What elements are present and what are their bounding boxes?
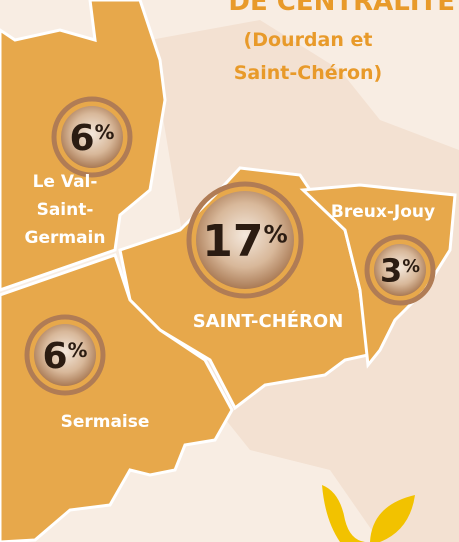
value-disc xyxy=(196,191,294,289)
value-unit: % xyxy=(95,121,115,144)
region-name: SAINT-CHÉRON xyxy=(193,310,344,332)
value-number: 6 xyxy=(43,336,68,377)
title: DE CENTRALITÉ xyxy=(228,0,455,17)
value-disc xyxy=(34,324,96,386)
value-label: 6% xyxy=(43,336,88,377)
region-name: Le Val- xyxy=(33,172,98,192)
value-ring xyxy=(186,181,304,299)
value-label: 17% xyxy=(202,216,287,267)
value-label: 6% xyxy=(70,118,115,159)
region-name: Breux-Jouy xyxy=(331,202,435,222)
subtitle-line: Saint-Chéron) xyxy=(234,62,383,84)
value-unit: % xyxy=(263,221,287,249)
value-number: 17 xyxy=(202,216,263,267)
value-unit: % xyxy=(68,339,88,362)
region-name: Germain xyxy=(25,228,106,248)
region-name: Saint- xyxy=(37,200,94,220)
logo-leaves xyxy=(322,485,415,542)
value-number: 6 xyxy=(70,118,95,159)
value-disc xyxy=(61,106,123,168)
subtitle-line: (Dourdan et xyxy=(244,29,373,51)
value-number: 3 xyxy=(380,252,402,290)
region-name: Sermaise xyxy=(61,412,150,432)
value-label: 3% xyxy=(380,252,420,290)
value-ring xyxy=(24,314,106,396)
value-ring xyxy=(51,96,133,178)
value-ring xyxy=(364,234,436,306)
value-disc xyxy=(374,244,426,296)
value-unit: % xyxy=(402,257,420,277)
